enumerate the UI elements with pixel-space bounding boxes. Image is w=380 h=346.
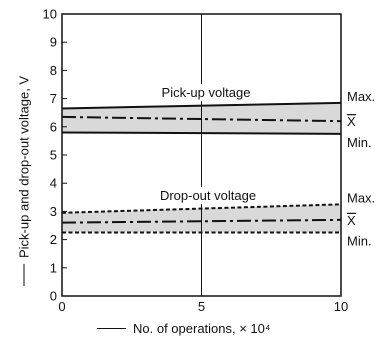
- max-line: [61, 101, 342, 110]
- y-tick-label: 0: [50, 289, 57, 304]
- y-tick-label: 2: [50, 232, 57, 247]
- max-line: [61, 203, 342, 214]
- x-tick-label: 5: [198, 299, 205, 314]
- ticks-layer: [62, 13, 202, 297]
- pickup-annotation-group: Pick-up voltage: [158, 84, 254, 102]
- y-tick-label: 5: [50, 148, 57, 163]
- x-tick-label: 0: [58, 299, 65, 314]
- max-label: Max.: [347, 190, 375, 205]
- series-lines-layer: [61, 101, 342, 234]
- y-tick-label: 7: [50, 91, 57, 106]
- y-axis-label: Pick-up and drop-out voltage, V: [17, 76, 32, 258]
- min-label: Min.: [347, 234, 372, 249]
- dropout-annotation: Drop-out voltage: [160, 188, 256, 203]
- mean-line: [61, 218, 342, 224]
- y-tick-label: 4: [50, 176, 57, 191]
- dropout-annotation-group: Drop-out voltage: [156, 187, 260, 205]
- min-label: Min.: [347, 135, 372, 150]
- y-tick-label: 8: [50, 63, 57, 78]
- min-line: [61, 131, 342, 135]
- y-tick-label: 10: [43, 7, 57, 22]
- pickup-annotation-bg: [158, 84, 254, 102]
- y-tick-label: 1: [50, 260, 57, 275]
- max-label: Max.: [347, 89, 375, 104]
- x-axis-label: No. of operations, × 10⁴: [133, 321, 270, 336]
- y-tick-label: 3: [50, 204, 57, 219]
- y-tick-label: 9: [50, 35, 57, 50]
- labels-layer: 0 1 2 3 4 5 6 7 8 9 10 0 5 10 Max. X Min. Max. X Min. Pick-u…: [17, 7, 376, 337]
- x-tick-label: 10: [334, 299, 348, 314]
- mean-line: [61, 115, 342, 123]
- mean-label: X: [347, 213, 356, 228]
- y-tick-label: 6: [50, 119, 57, 134]
- dropout-annotation-bg: [156, 187, 260, 205]
- pickup-annotation: Pick-up voltage: [162, 85, 251, 100]
- mean-label: X: [347, 114, 356, 129]
